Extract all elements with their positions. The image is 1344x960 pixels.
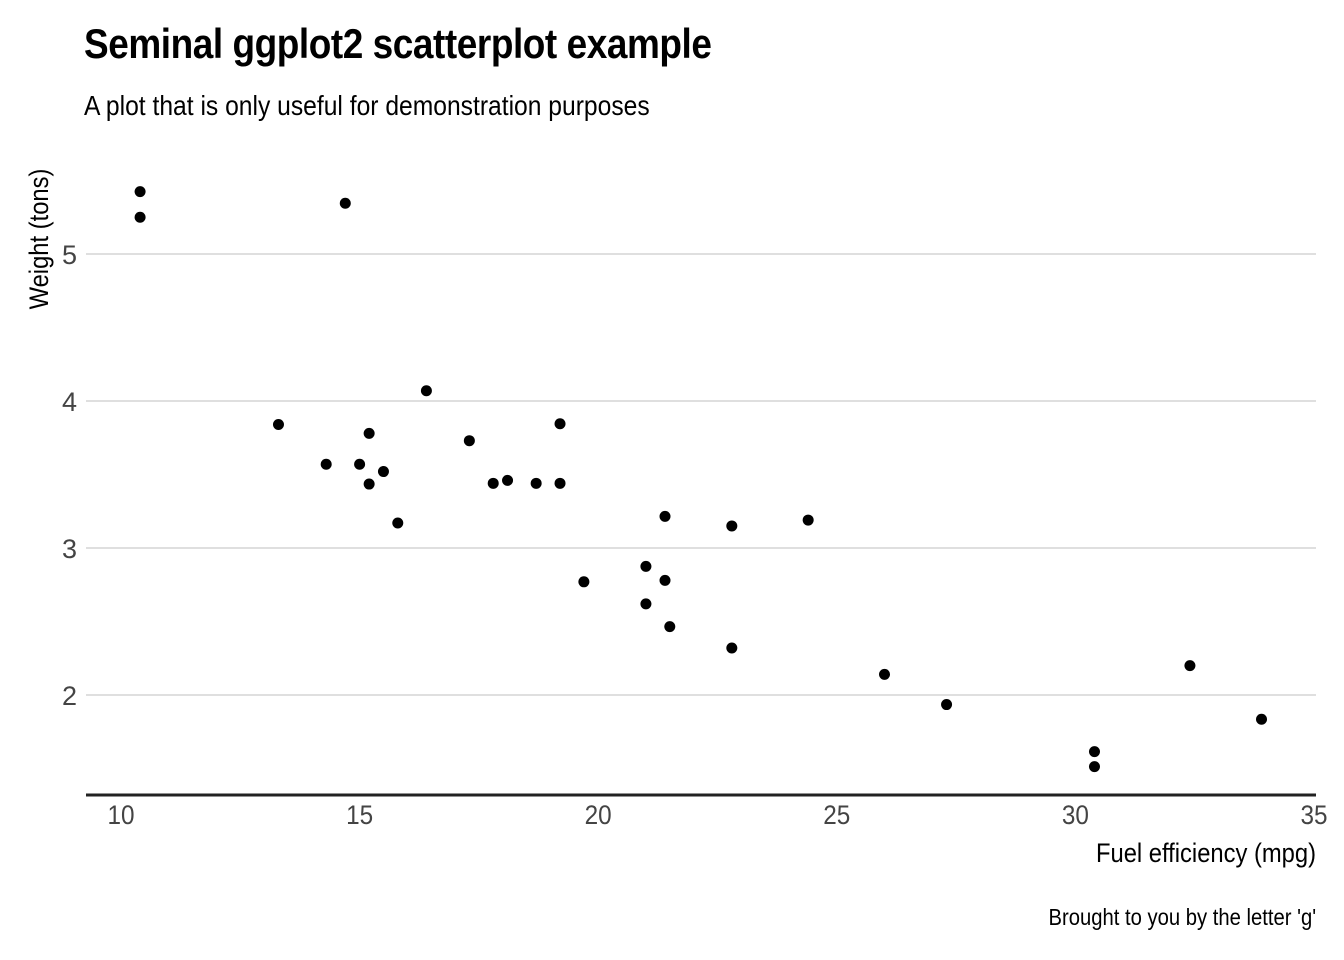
data-point	[530, 477, 542, 489]
data-point	[1184, 660, 1196, 672]
y-tick-label: 4	[62, 387, 77, 417]
y-axis-title: Weight (tons)	[25, 169, 55, 310]
data-point	[1088, 746, 1100, 758]
x-tick-label: 35	[1300, 801, 1327, 830]
data-point	[578, 576, 590, 588]
x-tick-label: 25	[823, 801, 850, 830]
x-tick-label: 10	[107, 801, 134, 830]
axes: 2 3 4 5 10 15 20 25 30 35	[62, 240, 1328, 830]
data-point	[802, 514, 814, 526]
data-point	[463, 435, 475, 447]
data-points	[134, 186, 1268, 773]
data-point	[363, 478, 375, 490]
data-point	[554, 418, 566, 430]
chart-caption: Brought to you by the letter 'g'	[1048, 904, 1316, 930]
data-point	[320, 458, 332, 470]
data-point	[420, 385, 432, 397]
data-point	[1088, 761, 1100, 773]
x-tick-label: 15	[346, 801, 373, 830]
x-tick-label: 20	[585, 801, 612, 830]
data-point	[134, 211, 146, 223]
data-point	[354, 458, 366, 470]
data-point	[659, 574, 671, 586]
data-point	[1256, 713, 1268, 725]
x-tick-label: 30	[1062, 801, 1089, 830]
data-point	[941, 699, 953, 711]
y-tick-label: 2	[62, 681, 77, 711]
data-point	[726, 642, 738, 654]
data-point	[272, 419, 284, 431]
data-point	[134, 186, 146, 198]
y-tick-label: 5	[62, 240, 77, 270]
data-point	[879, 668, 891, 680]
data-point	[640, 598, 652, 610]
data-point	[363, 427, 375, 439]
data-point	[726, 520, 738, 532]
data-point	[659, 510, 671, 522]
data-point	[640, 560, 652, 572]
grid-lines	[86, 253, 1316, 696]
data-point	[487, 477, 499, 489]
data-point	[392, 517, 404, 529]
data-point	[502, 474, 514, 486]
data-point	[664, 621, 676, 633]
chart-subtitle: A plot that is only useful for demonstra…	[84, 90, 650, 121]
data-point	[377, 466, 389, 478]
data-point	[554, 477, 566, 489]
y-tick-label: 3	[62, 534, 77, 564]
x-axis-title: Fuel efficiency (mpg)	[1096, 839, 1316, 869]
chart-title: Seminal ggplot2 scatterplot example	[84, 20, 712, 67]
data-point	[339, 197, 351, 209]
